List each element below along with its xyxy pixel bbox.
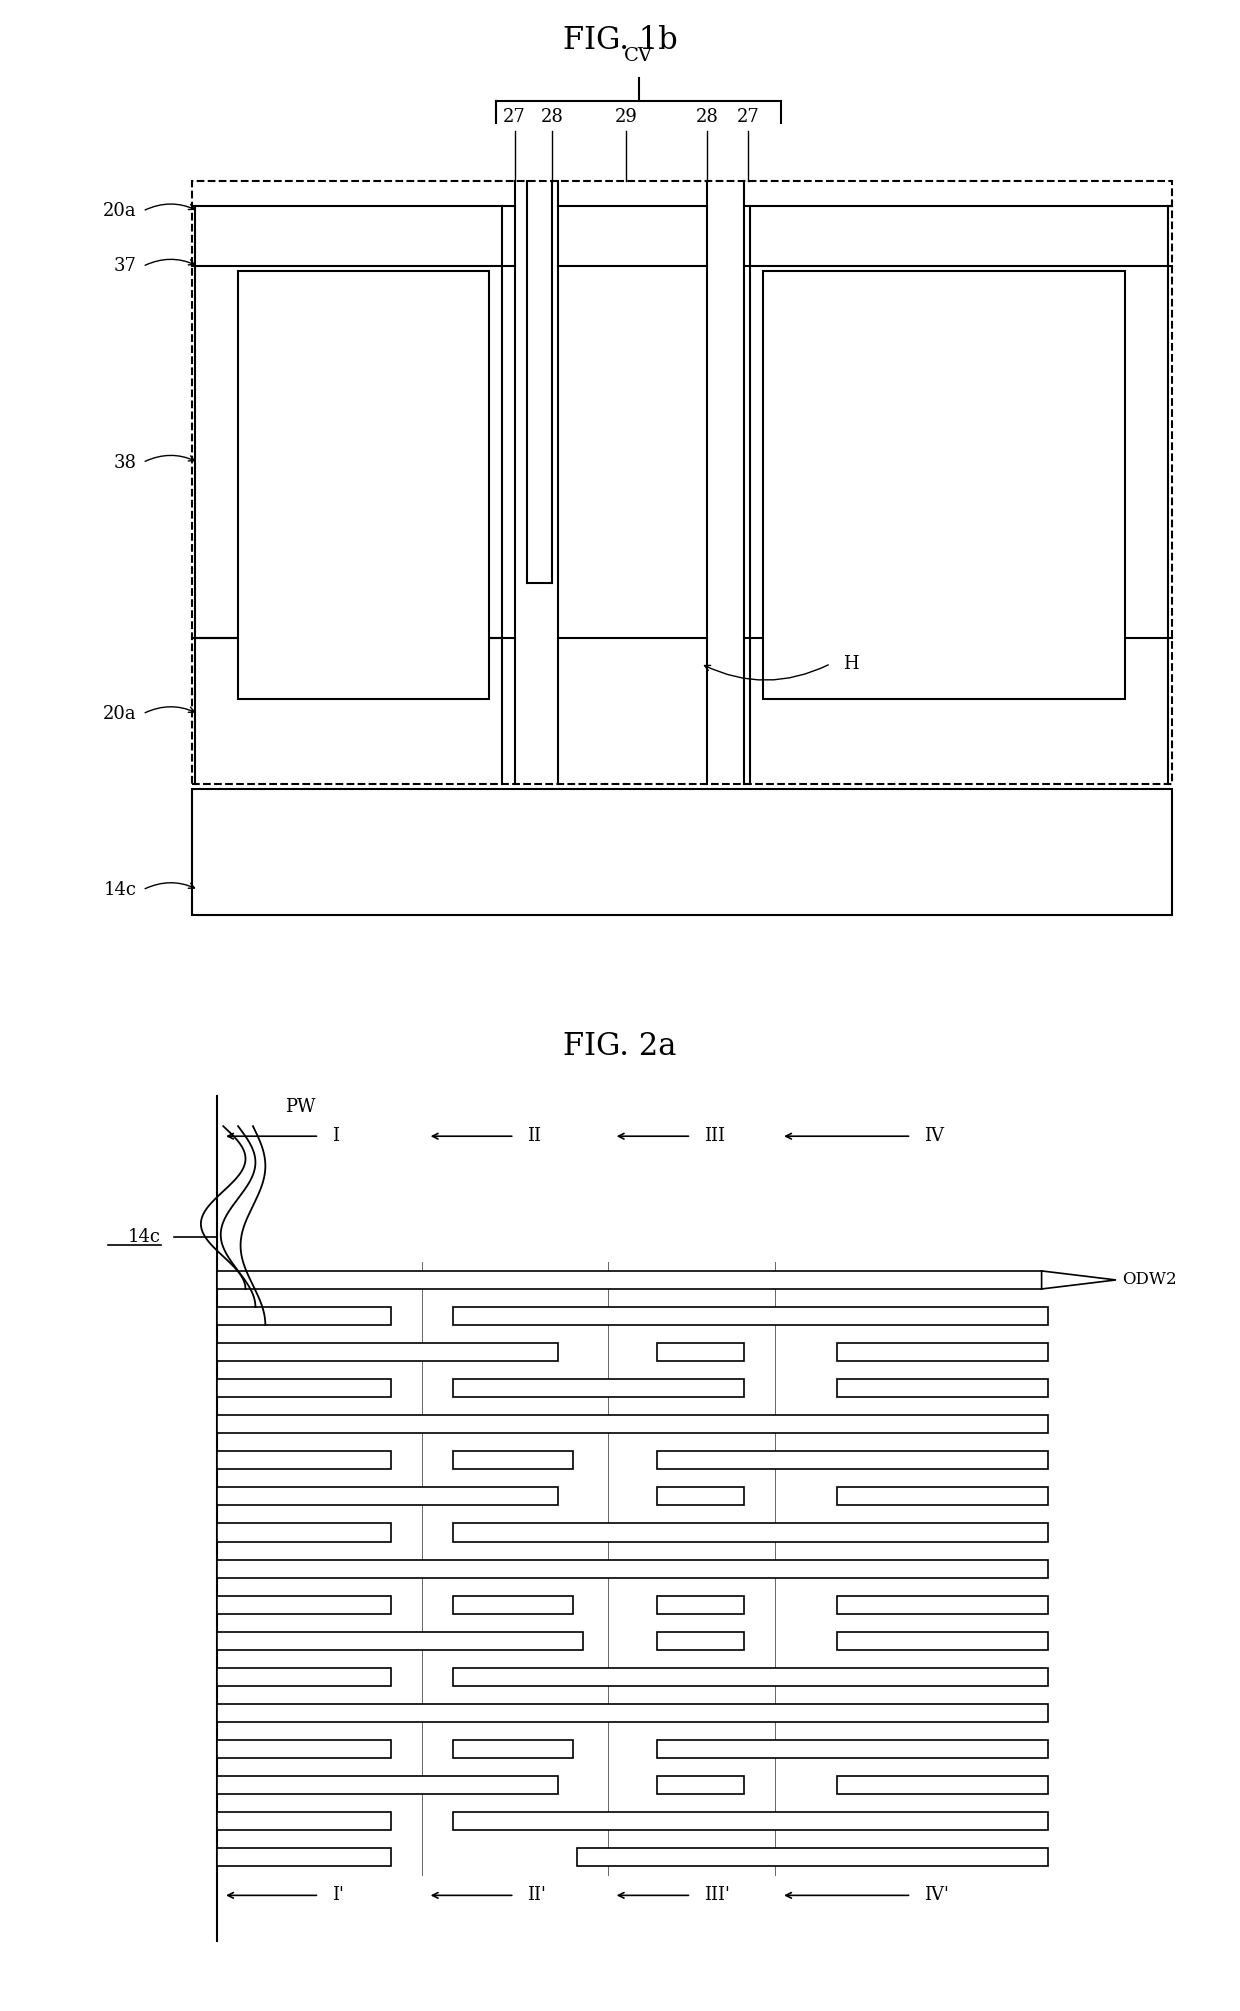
Bar [837, 1776, 1048, 1794]
Bar [217, 1561, 1048, 1577]
Text: ODW2: ODW2 [1122, 1271, 1177, 1289]
Bar [217, 1488, 558, 1506]
Bar [657, 1595, 744, 1613]
Bar [238, 271, 490, 700]
Bar [217, 1703, 1048, 1721]
Text: 38: 38 [113, 454, 136, 471]
Bar [217, 1271, 1042, 1289]
Bar [217, 1416, 1048, 1434]
Bar [453, 1595, 573, 1613]
Bar [453, 1667, 1048, 1685]
Text: 14c: 14c [128, 1229, 161, 1245]
Bar [657, 1631, 744, 1649]
Bar [657, 1452, 1048, 1470]
Bar [217, 1848, 391, 1866]
Bar [657, 1488, 744, 1506]
Text: II': II' [527, 1886, 546, 1904]
Bar [837, 1380, 1048, 1398]
Bar [217, 1631, 583, 1649]
Bar [217, 1524, 391, 1542]
Bar [763, 271, 1125, 700]
Bar [657, 1740, 1048, 1758]
Text: III: III [704, 1128, 724, 1144]
Text: 20a: 20a [103, 203, 136, 219]
Bar [837, 1631, 1048, 1649]
Text: IV: IV [924, 1128, 944, 1144]
Bar [453, 1524, 1048, 1542]
Bar [837, 1488, 1048, 1506]
Text: FIG. 1b: FIG. 1b [563, 26, 677, 56]
Bar [453, 1307, 1048, 1325]
Bar [217, 1595, 391, 1613]
Text: FIG. 2a: FIG. 2a [563, 1032, 677, 1062]
Text: 29: 29 [615, 109, 637, 127]
Text: CV: CV [624, 48, 653, 66]
Bar [577, 1848, 1048, 1866]
Bar [453, 1380, 744, 1398]
Bar [453, 1812, 1048, 1830]
Polygon shape [1042, 1271, 1116, 1289]
Bar [192, 790, 1172, 915]
Text: H: H [843, 656, 859, 672]
Text: III': III' [704, 1886, 729, 1904]
Text: PW: PW [285, 1098, 316, 1116]
Bar [217, 1307, 391, 1325]
Bar [217, 1380, 391, 1398]
Bar [192, 181, 1172, 784]
Bar [657, 1343, 744, 1361]
Bar [837, 1343, 1048, 1361]
Text: I: I [332, 1128, 339, 1144]
Bar [453, 1740, 573, 1758]
Text: II: II [527, 1128, 541, 1144]
Bar [217, 1740, 391, 1758]
Bar [837, 1595, 1048, 1613]
Bar [217, 1667, 391, 1685]
Bar [453, 1452, 573, 1470]
Text: 28: 28 [696, 109, 718, 127]
Text: 14c: 14c [103, 881, 136, 899]
Bar [217, 1812, 391, 1830]
Text: IV': IV' [924, 1886, 949, 1904]
Text: 27: 27 [503, 109, 526, 127]
Text: I': I' [332, 1886, 343, 1904]
Bar [217, 1776, 558, 1794]
Bar [217, 1452, 391, 1470]
Text: 28: 28 [541, 109, 563, 127]
Bar [657, 1776, 744, 1794]
Text: 37: 37 [114, 257, 136, 276]
Text: 20a: 20a [103, 706, 136, 722]
Text: 27: 27 [737, 109, 759, 127]
Bar [217, 1343, 558, 1361]
